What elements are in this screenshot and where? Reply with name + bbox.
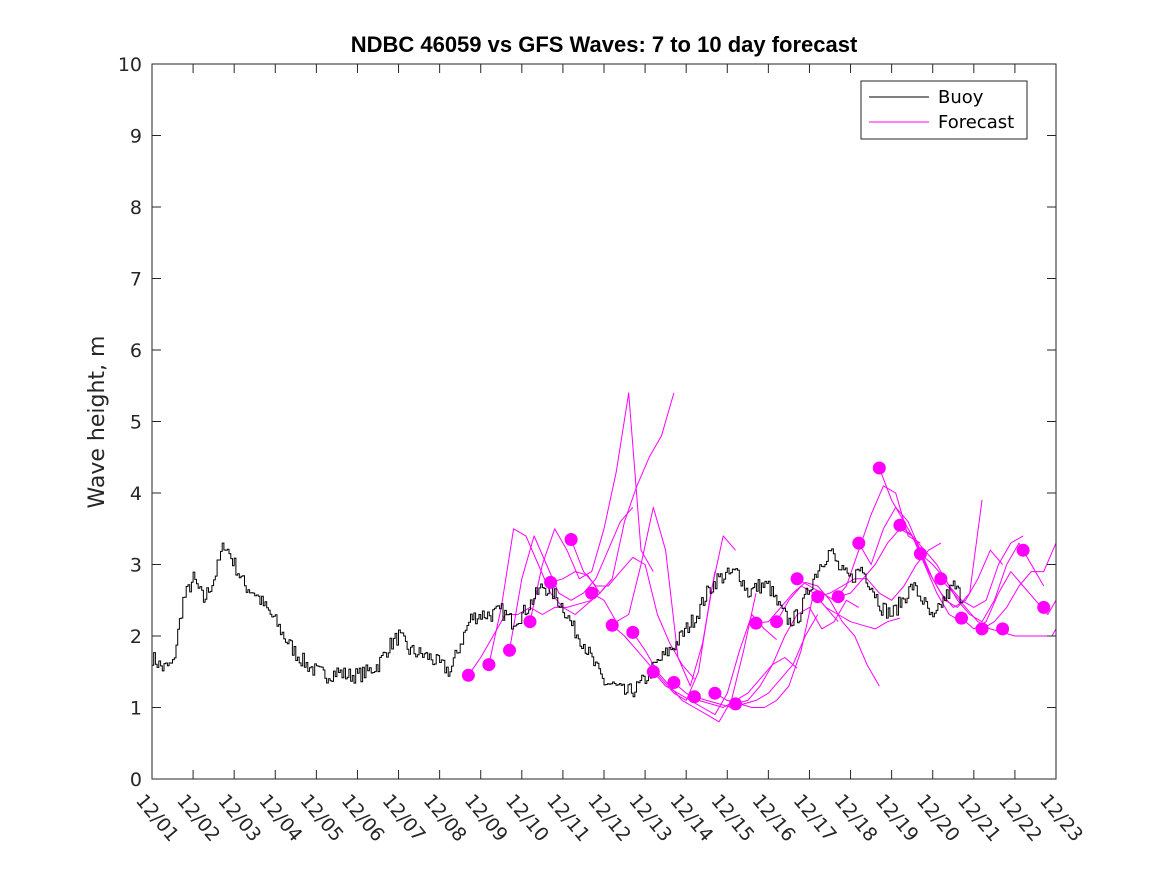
- forecast-marker-13: [729, 697, 742, 711]
- forecast-marker-11: [687, 690, 701, 704]
- y-tick-label-8: 8: [130, 197, 142, 219]
- buoy-line: [152, 542, 964, 698]
- y-axis: 0 1 2 3 4 5 6 7 8 9 10: [118, 54, 1056, 791]
- forecast-marker-21: [893, 518, 907, 532]
- forecast-marker-24: [955, 611, 968, 625]
- forecast-marker-15: [770, 615, 784, 629]
- legend: Buoy Forecast: [860, 80, 1028, 140]
- forecast-marker-17: [811, 590, 825, 604]
- chart-title: NDBC 46059 vs GFS Waves: 7 to 10 day for…: [351, 32, 858, 57]
- y-tick-label-0: 0: [130, 769, 142, 791]
- forecast-marker-23: [934, 572, 948, 586]
- forecast-marker-5: [564, 533, 578, 546]
- forecast-line-14: [755, 581, 880, 687]
- forecast-line-7: [611, 535, 736, 701]
- forecast-line-25: [981, 542, 1057, 630]
- legend-buoy-label: Buoy: [938, 87, 984, 108]
- forecast-marker-1: [482, 658, 496, 672]
- forecast-line-21: [899, 524, 1024, 608]
- forecast-marker-26: [996, 622, 1010, 636]
- y-tick-label-4: 4: [130, 483, 142, 505]
- y-tick-label-10: 10: [118, 54, 142, 76]
- forecast-line-15: [776, 585, 901, 630]
- forecast-marker-25: [975, 622, 989, 636]
- forecast-marker-0: [461, 668, 475, 682]
- forecast-marker-27: [1016, 543, 1030, 557]
- forecast-marker-28: [1037, 600, 1051, 614]
- forecast-marker-16: [790, 572, 804, 586]
- legend-box: [860, 80, 1028, 140]
- forecast-marker-12: [708, 686, 722, 700]
- legend-forecast-label: Forecast: [938, 112, 1014, 133]
- forecast-line-3: [529, 392, 654, 622]
- forecast-line-6: [591, 506, 716, 687]
- forecast-marker-19: [852, 536, 866, 550]
- forecast-marker-2: [503, 643, 516, 657]
- forecast-marker-3: [523, 615, 537, 629]
- y-axis-label: Wave height, m: [85, 336, 110, 509]
- y-tick-label-9: 9: [130, 126, 142, 148]
- forecast-line-20: [878, 467, 1003, 608]
- forecast-marker-7: [605, 618, 619, 632]
- forecast-marker-14: [749, 616, 763, 630]
- forecast-marker-10: [667, 676, 681, 689]
- y-tick-label-2: 2: [130, 626, 142, 648]
- forecast-markers: [461, 461, 1051, 711]
- y-tick-label-1: 1: [130, 698, 142, 720]
- y-tick-label-5: 5: [130, 412, 142, 434]
- forecast-line-11: [694, 614, 819, 708]
- plot-area: [152, 64, 1056, 779]
- y-tick-label-7: 7: [130, 269, 142, 291]
- forecast-line-2: [509, 506, 634, 651]
- forecast-marker-6: [585, 586, 599, 600]
- forecast-marker-20: [872, 461, 886, 475]
- forecast-marker-18: [831, 590, 845, 604]
- forecast-marker-22: [913, 547, 927, 561]
- y-tick-label-6: 6: [130, 340, 142, 362]
- buoy-series: [152, 542, 964, 698]
- forecast-line-4: [550, 392, 675, 594]
- forecast-marker-4: [544, 575, 558, 589]
- y-tick-label-3: 3: [130, 555, 142, 577]
- forecast-marker-8: [626, 625, 640, 639]
- forecast-line-8: [632, 592, 757, 723]
- forecast-line-1: [488, 528, 613, 665]
- forecast-marker-9: [646, 665, 660, 679]
